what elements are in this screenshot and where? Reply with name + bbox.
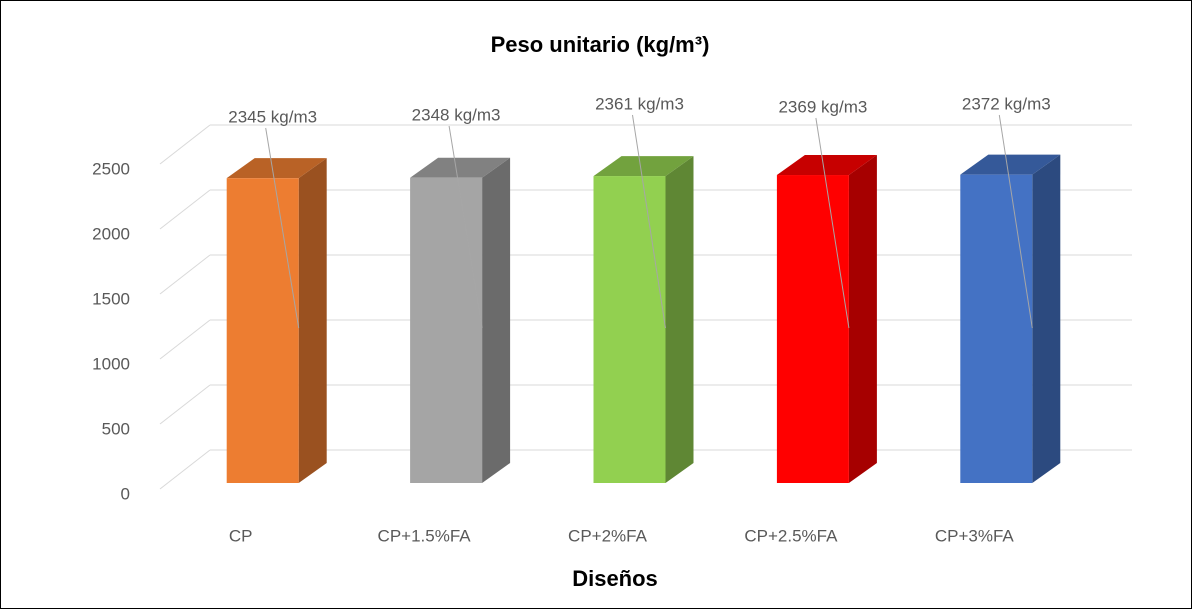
bar-top (960, 154, 1061, 175)
value-label: 2361 kg/m3 (595, 94, 684, 113)
grid-line (159, 124, 211, 165)
x-tick-label: CP+2%FA (568, 526, 648, 545)
leader-line (632, 114, 666, 329)
x-tick-label: CP+3%FA (935, 526, 1015, 545)
value-label: 2348 kg/m3 (412, 105, 501, 124)
y-tick-label: 2500 (92, 159, 130, 178)
leader-line (998, 114, 1033, 329)
bar (960, 174, 1033, 483)
bar-side (482, 157, 511, 483)
bar (410, 177, 483, 483)
chart-title: Peso unitario (kg/m³) (491, 32, 710, 57)
value-label: 2369 kg/m3 (778, 97, 867, 116)
bar-top (776, 155, 877, 176)
grid-line (159, 254, 211, 295)
grid-line (159, 189, 211, 230)
y-tick-label: 1500 (92, 289, 130, 308)
grid-line (159, 449, 211, 490)
bar (226, 178, 299, 483)
grid-line (159, 319, 211, 360)
bar-top (410, 157, 511, 178)
bar-side (1032, 154, 1061, 483)
x-tick-label: CP+1.5%FA (378, 526, 472, 545)
leader-line (265, 127, 300, 329)
y-tick-label: 0 (121, 484, 130, 503)
grid-line (159, 384, 211, 425)
bar-side (665, 156, 694, 483)
bar-top (226, 158, 327, 179)
x-tick-label: CP+2.5%FA (744, 526, 838, 545)
bar (776, 175, 849, 483)
y-tick-label: 1000 (92, 354, 130, 373)
value-label: 2372 kg/m3 (962, 94, 1051, 113)
x-tick-label: CP (229, 526, 253, 545)
leader-line (815, 117, 850, 329)
leader-line (448, 125, 483, 329)
bar-side (298, 158, 327, 483)
x-axis-label: Diseños (572, 566, 658, 591)
y-tick-label: 2000 (92, 224, 130, 243)
value-label: 2345 kg/m3 (228, 107, 317, 126)
bar-side (848, 155, 877, 483)
bar (593, 176, 666, 483)
bar-top (593, 156, 694, 177)
y-tick-label: 500 (102, 419, 130, 438)
